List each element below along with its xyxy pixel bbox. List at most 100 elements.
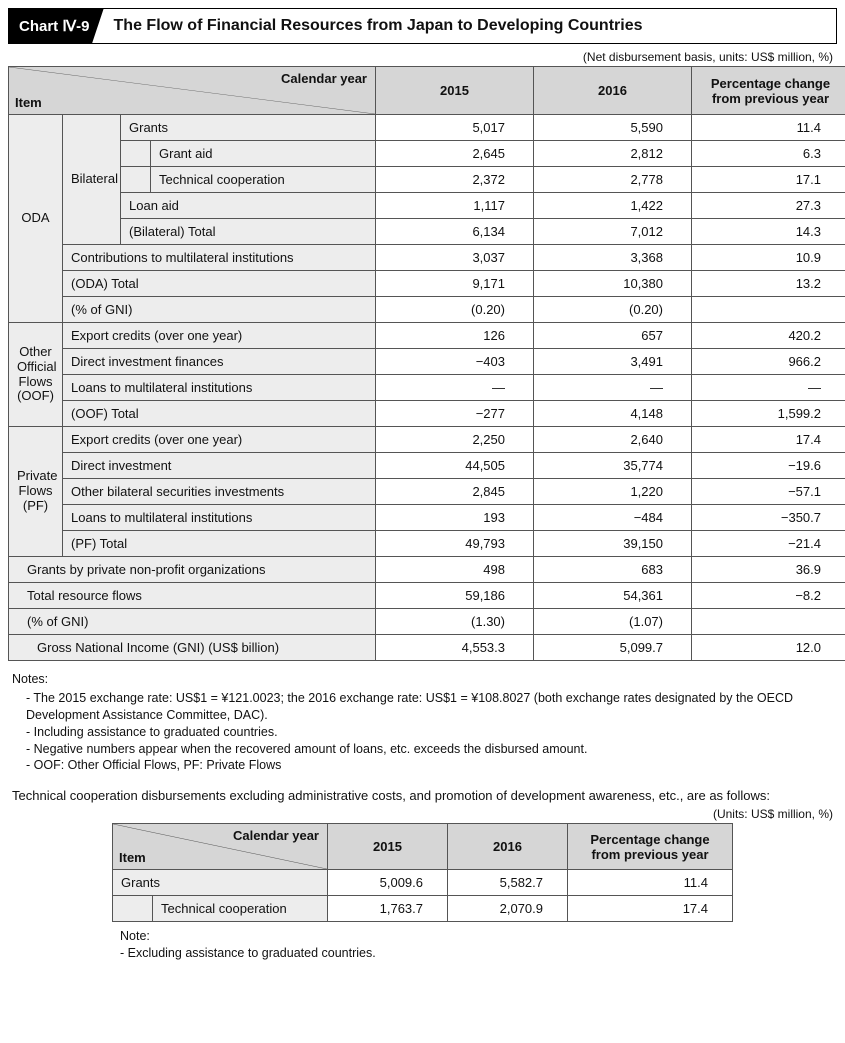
row-label: Export credits (over one year) xyxy=(63,427,376,453)
cell: 5,582.7 xyxy=(448,870,568,896)
table-row: Grant aid 2,645 2,812 6.3 xyxy=(9,141,845,167)
cell: 498 xyxy=(376,557,534,583)
notes-block: Notes: The 2015 exchange rate: US$1 = ¥1… xyxy=(12,671,833,774)
row-label: Grants xyxy=(113,870,328,896)
col-pct: Percentage change from previous year xyxy=(568,824,733,870)
cell: 2,070.9 xyxy=(448,896,568,922)
cell: 17.4 xyxy=(568,896,733,922)
cell: 44,505 xyxy=(376,453,534,479)
cell: 39,150 xyxy=(534,531,692,557)
cell: 966.2 xyxy=(692,349,845,375)
table-row: Other Official Flows (OOF) Export credit… xyxy=(9,323,845,349)
sub-unit-note: (Units: US$ million, %) xyxy=(8,807,833,821)
table-row: Other bilateral securities investments 2… xyxy=(9,479,845,505)
indent xyxy=(113,896,153,922)
row-label: Total resource flows xyxy=(9,583,376,609)
row-label: Technical cooperation xyxy=(153,896,328,922)
table-row: Grants 5,009.6 5,582.7 11.4 xyxy=(113,870,733,896)
cell: — xyxy=(376,375,534,401)
cat-oof: Other Official Flows (OOF) xyxy=(9,323,63,427)
table-row: (ODA) Total 9,171 10,380 13.2 xyxy=(9,271,845,297)
sub-note-block: Note: - Excluding assistance to graduate… xyxy=(120,928,837,962)
table-row: Total resource flows 59,186 54,361 −8.2 xyxy=(9,583,845,609)
indent xyxy=(121,141,151,167)
cell: 17.4 xyxy=(692,427,845,453)
cell: 3,491 xyxy=(534,349,692,375)
cell: 13.2 xyxy=(692,271,845,297)
cell: 2,372 xyxy=(376,167,534,193)
row-label: Direct investment xyxy=(63,453,376,479)
notes-heading: Notes: xyxy=(12,672,48,686)
cell: 12.0 xyxy=(692,635,845,661)
table-row: Direct investment 44,505 35,774 −19.6 xyxy=(9,453,845,479)
row-label: Grant aid xyxy=(151,141,376,167)
row-label: Export credits (over one year) xyxy=(63,323,376,349)
col-pct: Percentage change from previous year xyxy=(692,67,845,115)
cat-pf: Private Flows (PF) xyxy=(9,427,63,557)
table-row: Grants by private non-profit organizatio… xyxy=(9,557,845,583)
cell: 27.3 xyxy=(692,193,845,219)
table-row: Loans to multilateral institutions 193 −… xyxy=(9,505,845,531)
cat-bilateral: Bilateral xyxy=(63,115,121,245)
note-item: Including assistance to graduated countr… xyxy=(26,724,833,741)
cell: 1,422 xyxy=(534,193,692,219)
cell: −21.4 xyxy=(692,531,845,557)
cell: 3,368 xyxy=(534,245,692,271)
table-row: (% of GNI) (0.20) (0.20) xyxy=(9,297,845,323)
cell: — xyxy=(692,375,845,401)
sub-note-text: Excluding assistance to graduated countr… xyxy=(128,946,376,960)
cell: 1,763.7 xyxy=(328,896,448,922)
col-calendar-year: Calendar year xyxy=(233,828,319,843)
row-label: (% of GNI) xyxy=(9,609,376,635)
cell: −277 xyxy=(376,401,534,427)
cell: 193 xyxy=(376,505,534,531)
row-label: (PF) Total xyxy=(63,531,376,557)
cell: 6,134 xyxy=(376,219,534,245)
sub-note-heading: Note: xyxy=(120,929,150,943)
cell: −57.1 xyxy=(692,479,845,505)
row-label: Other bilateral securities investments xyxy=(63,479,376,505)
cell: 5,009.6 xyxy=(328,870,448,896)
row-label: Grants xyxy=(121,115,376,141)
cell: (0.20) xyxy=(534,297,692,323)
table-header-row: Calendar year Item 2015 2016 Percentage … xyxy=(9,67,845,115)
table-row: Loans to multilateral institutions — — — xyxy=(9,375,845,401)
cell: 2,778 xyxy=(534,167,692,193)
note-item: Negative numbers appear when the recover… xyxy=(26,741,833,758)
diagonal-header: Calendar year Item xyxy=(9,67,376,115)
cell: 657 xyxy=(534,323,692,349)
unit-note: (Net disbursement basis, units: US$ mill… xyxy=(8,50,833,64)
cell: 7,012 xyxy=(534,219,692,245)
cell: −350.7 xyxy=(692,505,845,531)
cell: 10,380 xyxy=(534,271,692,297)
cell: (1.07) xyxy=(534,609,692,635)
col-2015: 2015 xyxy=(328,824,448,870)
col-2016: 2016 xyxy=(534,67,692,115)
table-row: Contributions to multilateral institutio… xyxy=(9,245,845,271)
main-table: Calendar year Item 2015 2016 Percentage … xyxy=(8,66,845,661)
table-row: Technical cooperation 2,372 2,778 17.1 xyxy=(9,167,845,193)
row-label: Technical cooperation xyxy=(151,167,376,193)
note-item: OOF: Other Official Flows, PF: Private F… xyxy=(26,757,833,774)
cell: 3,037 xyxy=(376,245,534,271)
diagonal-header: Calendar year Item xyxy=(113,824,328,870)
cell: 1,220 xyxy=(534,479,692,505)
cell: −403 xyxy=(376,349,534,375)
cell: −484 xyxy=(534,505,692,531)
row-label: Direct investment finances xyxy=(63,349,376,375)
cell: 2,812 xyxy=(534,141,692,167)
cell: 17.1 xyxy=(692,167,845,193)
cell: 11.4 xyxy=(568,870,733,896)
row-label: (ODA) Total xyxy=(63,271,376,297)
cell: 2,640 xyxy=(534,427,692,453)
cell: — xyxy=(534,375,692,401)
col-item: Item xyxy=(119,850,146,865)
cell: 36.9 xyxy=(692,557,845,583)
cell: −8.2 xyxy=(692,583,845,609)
note-item: The 2015 exchange rate: US$1 = ¥121.0023… xyxy=(26,690,833,724)
table-row: (PF) Total 49,793 39,150 −21.4 xyxy=(9,531,845,557)
cell: 11.4 xyxy=(692,115,845,141)
chart-title: The Flow of Financial Resources from Jap… xyxy=(104,9,653,43)
table-row: Gross National Income (GNI) (US$ billion… xyxy=(9,635,845,661)
cell xyxy=(692,297,845,323)
